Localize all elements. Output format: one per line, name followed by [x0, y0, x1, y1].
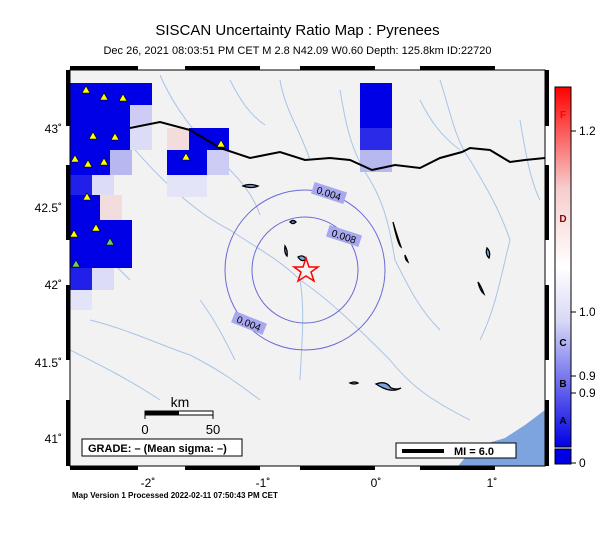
colorbar-zero-swatch: [554, 448, 572, 465]
mi-text: MI = 6.0: [454, 446, 494, 458]
map-title: SISCAN Uncertainty Ratio Map : Pyrenees: [155, 22, 440, 39]
map-canvas: 0.004 0.008 0.004: [66, 66, 549, 470]
stations: [70, 85, 226, 268]
station-triangle: [70, 229, 79, 238]
grid-cells: [70, 83, 392, 310]
scale-start: 0: [141, 422, 148, 437]
station-triangle: [99, 92, 109, 101]
station-triangle: [88, 131, 98, 140]
station-triangle: [83, 159, 93, 168]
lon-tick: 1˚: [487, 476, 498, 490]
station-triangle: [91, 223, 101, 232]
mi-legend: MI = 6.0: [395, 442, 517, 459]
colorbar-value: 1.0: [579, 305, 595, 319]
station-triangle: [70, 154, 80, 163]
grade-label: F: [560, 110, 566, 121]
station-triangle: [110, 132, 120, 141]
epicenter-star: [291, 255, 321, 283]
lat-tick: 41.5˚: [35, 356, 62, 370]
station-triangle-green: [105, 237, 115, 246]
station-triangle: [82, 192, 92, 201]
colorbar-value: 0.9: [579, 369, 595, 383]
station-triangle: [99, 157, 109, 166]
border: [129, 120, 545, 172]
colorbar-value: 1.2: [579, 124, 595, 138]
lon-tick: -1˚: [256, 476, 271, 490]
scale-end: 50: [206, 422, 220, 437]
station-triangle: [181, 152, 191, 161]
contour-outer: [224, 189, 386, 351]
colorbar: F D C B A 1.2 1.0 0.9 0.9 0: [554, 86, 595, 470]
lat-tick: 41˚: [45, 432, 62, 446]
grade-label: A: [559, 416, 566, 427]
grade-label: D: [559, 214, 566, 225]
station-triangle: [81, 85, 91, 94]
lat-tick: 43˚: [45, 122, 62, 136]
lat-tick: 42.5˚: [35, 201, 62, 215]
grade-label: B: [559, 379, 566, 390]
colorbar-gradient: [554, 86, 572, 448]
contours: [224, 189, 386, 351]
reservoirs: [241, 183, 491, 391]
lon-tick: -2˚: [141, 476, 156, 490]
scale-unit: km: [171, 394, 190, 410]
station-triangle: [216, 139, 226, 148]
colorbar-value: 0.9: [579, 386, 595, 400]
contour-inner: [251, 216, 359, 324]
frame-ticks: [66, 66, 549, 470]
station-triangle-green: [71, 259, 81, 268]
grade-label: C: [559, 338, 566, 349]
grade-box: GRADE: – (Mean sigma: –): [81, 438, 243, 457]
station-triangle: [118, 93, 128, 102]
map-footer: Map Version 1 Processed 2022-02-11 07:50…: [72, 491, 278, 500]
event-info: Dec 26, 2021 08:03:51 PM CET M 2.8 N42.0…: [103, 45, 492, 57]
rivers: [70, 74, 541, 421]
scale-bar: km 0 50: [141, 394, 220, 437]
lat-axis: 43˚ 42.5˚ 42˚ 41.5˚ 41˚: [35, 122, 62, 446]
lon-axis: -2˚ -1˚ 0˚ 1˚: [141, 476, 498, 490]
lon-tick: 0˚: [371, 476, 382, 490]
colorbar-value: 0: [579, 456, 586, 470]
grade-text: GRADE: – (Mean sigma: –): [88, 443, 227, 455]
lat-tick: 42˚: [45, 278, 62, 292]
